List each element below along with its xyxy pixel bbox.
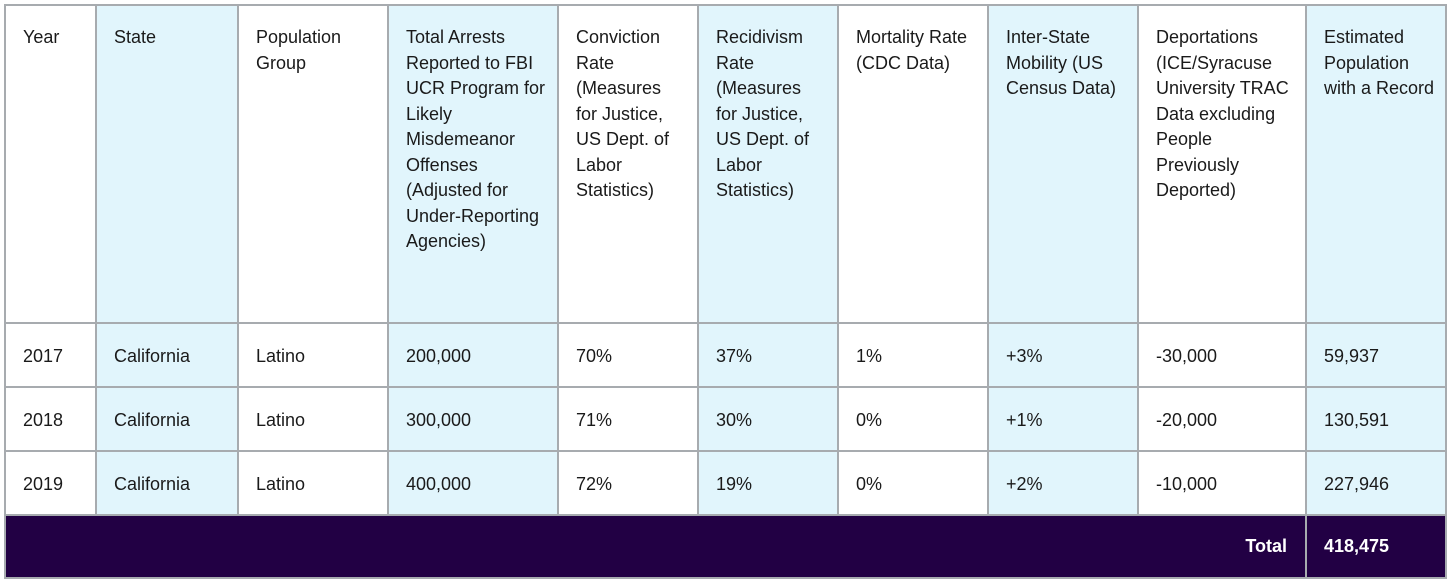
cell-population-group: Latino [237, 386, 389, 452]
total-label: Total [4, 514, 1307, 579]
header-state: State [95, 4, 239, 324]
cell-total-arrests: 400,000 [387, 450, 559, 516]
total-row: Total 418,475 [4, 514, 1447, 579]
header-inter-state-mobility: Inter-State Mobility (US Census Data) [987, 4, 1139, 324]
cell-year: 2017 [4, 322, 97, 388]
cell-conviction-rate: 72% [557, 450, 699, 516]
cell-conviction-rate: 70% [557, 322, 699, 388]
cell-estimated-population: 59,937 [1305, 322, 1447, 388]
cell-mortality-rate: 1% [837, 322, 989, 388]
cell-inter-state-mobility: +2% [987, 450, 1139, 516]
cell-estimated-population: 227,946 [1305, 450, 1447, 516]
total-value: 418,475 [1305, 514, 1447, 579]
cell-inter-state-mobility: +3% [987, 322, 1139, 388]
cell-recidivism-rate: 30% [697, 386, 839, 452]
header-recidivism-rate: Recidivism Rate (Measures for Justice, U… [697, 4, 839, 324]
table-row: 2018 California Latino 300,000 71% 30% 0… [4, 386, 1447, 452]
header-population-group: Population Group [237, 4, 389, 324]
cell-state: California [95, 386, 239, 452]
cell-year: 2019 [4, 450, 97, 516]
header-year: Year [4, 4, 97, 324]
cell-recidivism-rate: 19% [697, 450, 839, 516]
cell-population-group: Latino [237, 450, 389, 516]
cell-population-group: Latino [237, 322, 389, 388]
cell-year: 2018 [4, 386, 97, 452]
cell-inter-state-mobility: +1% [987, 386, 1139, 452]
header-estimated-population: Estimated Population with a Record [1305, 4, 1447, 324]
header-row: Year State Population Group Total Arrest… [4, 4, 1447, 324]
cell-conviction-rate: 71% [557, 386, 699, 452]
cell-estimated-population: 130,591 [1305, 386, 1447, 452]
cell-mortality-rate: 0% [837, 386, 989, 452]
cell-state: California [95, 450, 239, 516]
cell-mortality-rate: 0% [837, 450, 989, 516]
header-total-arrests: Total Arrests Reported to FBI UCR Progra… [387, 4, 559, 324]
estimate-table: Year State Population Group Total Arrest… [4, 4, 1447, 579]
cell-deportations: -30,000 [1137, 322, 1307, 388]
table-row: 2019 California Latino 400,000 72% 19% 0… [4, 450, 1447, 516]
table-row: 2017 California Latino 200,000 70% 37% 1… [4, 322, 1447, 388]
cell-total-arrests: 200,000 [387, 322, 559, 388]
cell-total-arrests: 300,000 [387, 386, 559, 452]
cell-deportations: -20,000 [1137, 386, 1307, 452]
header-mortality-rate: Mortality Rate (CDC Data) [837, 4, 989, 324]
header-conviction-rate: Conviction Rate (Measures for Justice, U… [557, 4, 699, 324]
header-deportations: Deportations (ICE/Syracuse University TR… [1137, 4, 1307, 324]
cell-recidivism-rate: 37% [697, 322, 839, 388]
cell-state: California [95, 322, 239, 388]
cell-deportations: -10,000 [1137, 450, 1307, 516]
